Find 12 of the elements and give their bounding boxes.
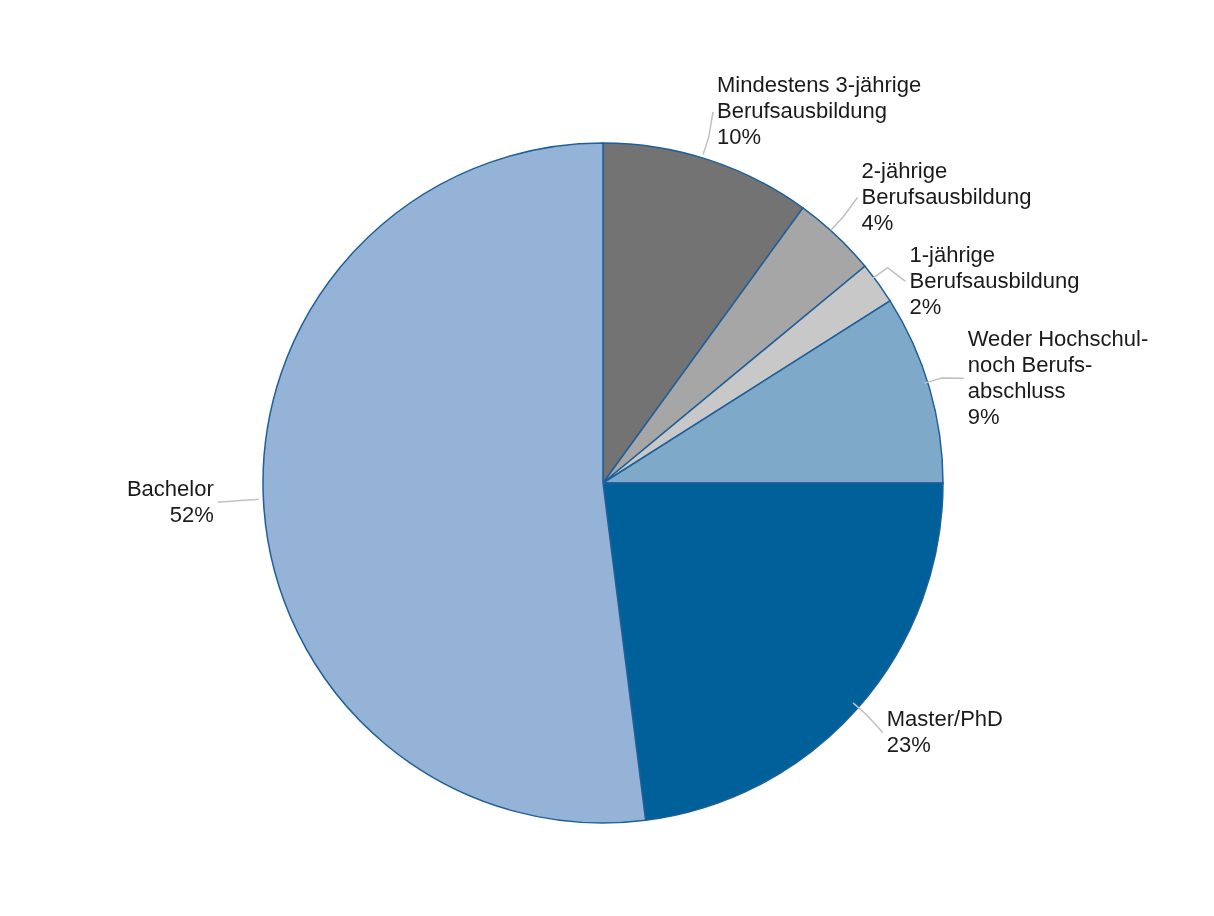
slice-label: Mindestens 3-jährige Berufsausbildung [716,72,922,124]
slice-label: Weder Hochschul- noch Berufs- abschluss [967,325,1149,403]
slice-label: Bachelor [126,475,214,501]
slice-label: 1-jährige Berufsausbildung [909,241,1080,293]
data-label: 10% [716,124,762,150]
slice-label: 2-jährige Berufsausbildung [861,157,1032,209]
slice-label: Master/PhD [886,706,1003,732]
data-label: 2% [909,293,942,319]
data-label: 4% [861,209,894,235]
data-label: 52% [169,501,214,527]
data-label: 9% [967,403,1000,429]
data-label: 23% [886,732,931,758]
